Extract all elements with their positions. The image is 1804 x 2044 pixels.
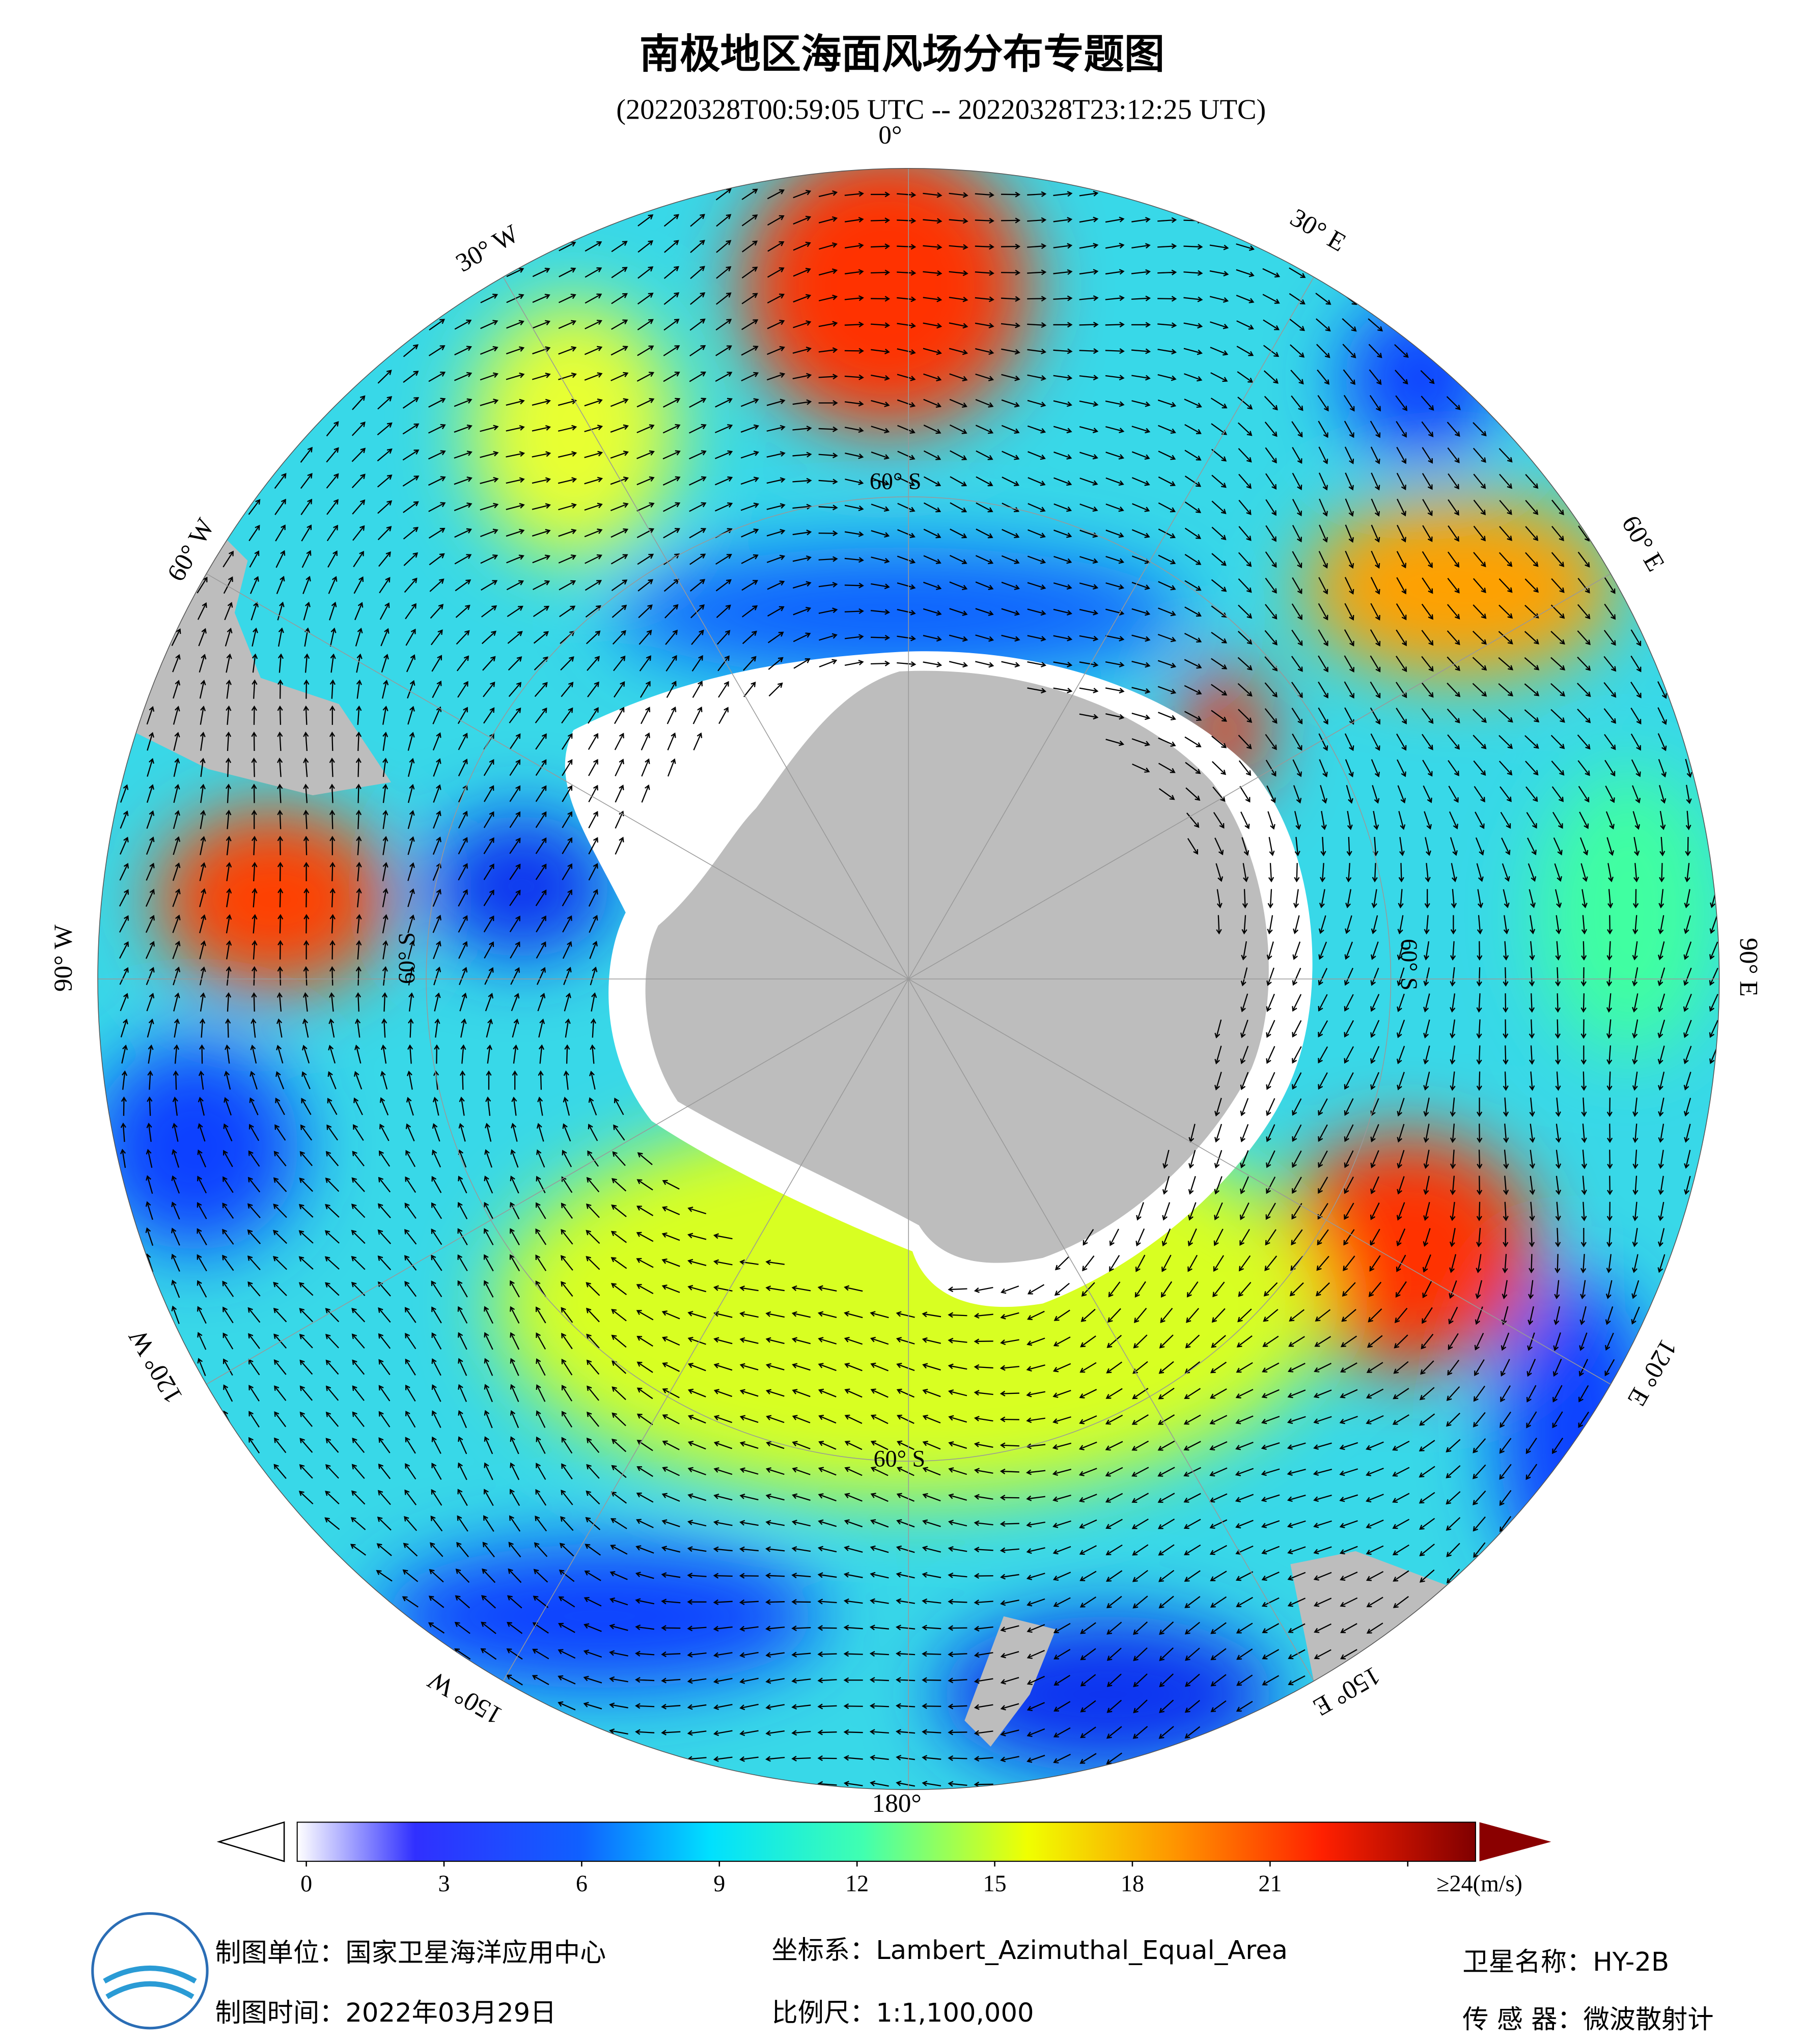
lon-label: 180° (872, 1789, 922, 1818)
footer-date: 制图时间：2022年03月29日 (215, 1998, 556, 2028)
title: 南极地区海面风场分布专题图 (640, 31, 1164, 78)
arrow-field (119, 188, 1718, 1787)
colorbar-tick-label: 21 (1258, 1870, 1282, 1896)
lon-label: 60° E (1616, 511, 1670, 576)
meridian (503, 978, 909, 1682)
colorbar (296, 1822, 1476, 1862)
footer-crs: 坐标系：Lambert_Azimuthal_Equal_Area (772, 1935, 1288, 1966)
meridian (908, 276, 1315, 979)
graticule (97, 168, 1719, 1790)
colorbar-tick-label: 0 (300, 1870, 312, 1896)
lon-label: 90° E (1734, 938, 1763, 997)
subtitle: (20220328T00:59:05 UTC -- 20220328T23:12… (616, 94, 1266, 125)
colorbar-min-arrow (216, 1821, 285, 1862)
colorbar-tick-label: 18 (1121, 1870, 1144, 1896)
colorbar-tick-label: 12 (845, 1870, 869, 1896)
lat-label: 60° S (1396, 939, 1422, 991)
colorbar-tick-label: ≥24(m/s) (1436, 1870, 1522, 1896)
meridian (206, 978, 909, 1385)
meridian (908, 573, 1611, 979)
footer-sensor: 传 感 器：微波散射计 (1462, 2004, 1713, 2035)
colorbar-tick-label: 15 (983, 1870, 1007, 1896)
logo (91, 1912, 209, 2030)
lon-label: 30° E (1285, 203, 1351, 257)
lat-label: 60° S (870, 468, 922, 494)
lon-label: 0° (878, 121, 902, 150)
lon-label: 30° W (451, 219, 524, 278)
colorbar-tick-label: 9 (713, 1870, 725, 1896)
meridian (503, 276, 909, 979)
meridian (206, 573, 909, 979)
footer-unit: 制图单位：国家卫星海洋应用中心 (215, 1938, 606, 1968)
colorbar-max-arrow (1479, 1822, 1551, 1862)
colorbar-tick-label: 3 (438, 1870, 450, 1896)
meridian (908, 978, 1611, 1385)
colorbar-tick-label: 6 (576, 1870, 588, 1896)
lat-label: 60° S (874, 1445, 926, 1471)
wind-arrows (119, 188, 1718, 1787)
lat-label: 60° S (394, 932, 420, 984)
meridian (908, 978, 1315, 1682)
footer-scale: 比例尺：1:1,100,000 (772, 1998, 1034, 2028)
map-border (97, 167, 1720, 1790)
parallel (426, 496, 1392, 1462)
lon-label: 90° W (49, 924, 78, 992)
lon-label: 120° W (123, 1324, 188, 1408)
wind-field (97, 168, 1719, 1790)
footer-satellite: 卫星名称：HY-2B (1462, 1947, 1669, 1977)
